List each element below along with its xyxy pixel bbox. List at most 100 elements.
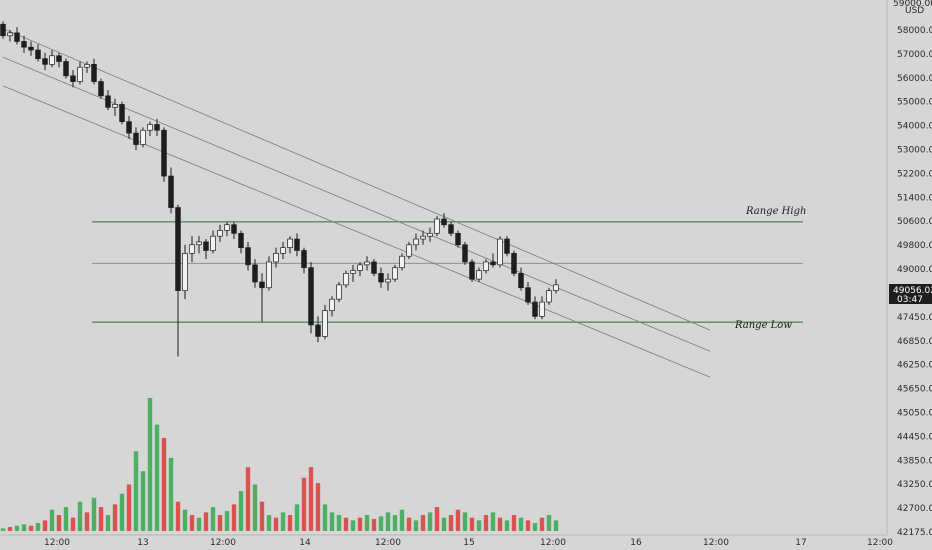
candle — [224, 221, 230, 237]
last-price-countdown: 03:47 — [897, 295, 923, 305]
candle — [525, 282, 531, 305]
candle-body — [518, 273, 524, 289]
channel-trendline[interactable] — [2, 28, 711, 331]
time-tick-label: 12:00 — [44, 538, 70, 548]
candle — [7, 30, 13, 42]
volume-bar — [301, 477, 307, 531]
price-axis[interactable]: 59000.00 USD 58000.00 57000.00 56000.00 550… — [893, 0, 932, 538]
candle-body — [483, 261, 489, 271]
candle-body — [196, 241, 202, 246]
candle-body — [252, 264, 258, 283]
candle-body — [315, 324, 321, 337]
candle-body — [210, 235, 216, 251]
range-low-label: Range Low — [734, 320, 792, 331]
candle — [483, 259, 489, 274]
candle-body — [441, 218, 447, 226]
volume-bar — [147, 398, 153, 531]
candle-body — [105, 95, 111, 108]
candle — [308, 261, 314, 334]
candle-body — [350, 270, 356, 274]
candle — [147, 121, 153, 136]
candle — [455, 230, 461, 248]
price-tick-label: 42175.00 — [897, 528, 932, 538]
volume-bar — [21, 524, 27, 531]
candle-body — [308, 267, 314, 326]
time-axis[interactable]: 12:00 13 12:00 14 12:00 15 12:00 16 12:00 17 12:00 — [44, 538, 893, 548]
candle — [231, 221, 237, 240]
price-tick-label: 46850.00 — [897, 337, 932, 347]
time-tick-label: 16 — [630, 538, 642, 548]
candle — [168, 167, 174, 214]
volume-bar — [497, 517, 503, 531]
volume-bar — [280, 512, 286, 531]
volume-bar — [294, 504, 300, 531]
candle-body — [301, 250, 307, 269]
candle-body — [553, 284, 559, 291]
candle-body — [28, 46, 34, 51]
candle — [329, 296, 335, 317]
volume-bar — [413, 520, 419, 531]
candle-body — [14, 32, 20, 42]
candle-body — [182, 253, 188, 291]
candle-body — [147, 124, 153, 131]
candle — [497, 236, 503, 268]
volume-bar — [490, 512, 496, 531]
price-tick-label: 43250.00 — [897, 480, 932, 490]
volume-bar — [518, 517, 524, 531]
candle-body — [490, 261, 496, 266]
volume-bar — [140, 471, 146, 531]
candle-body — [462, 244, 468, 263]
price-tick-label: 54000.00 — [897, 122, 932, 132]
candle-body — [56, 55, 62, 62]
candle — [182, 244, 188, 300]
candle-body — [322, 310, 328, 337]
volume-bar — [546, 515, 552, 531]
volume-bar — [434, 507, 440, 531]
volume-bar — [350, 520, 356, 531]
candle — [140, 127, 146, 148]
candle — [539, 296, 545, 320]
time-tick-label: 17 — [795, 538, 806, 548]
candle — [217, 224, 223, 242]
channel-trendline[interactable] — [2, 85, 711, 378]
price-tick-label: 50600.00 — [897, 217, 932, 227]
price-tick-label: 56000.00 — [897, 74, 932, 84]
candle — [469, 259, 475, 282]
volume-bar — [378, 516, 384, 531]
price-tick-label: 46250.00 — [897, 361, 932, 371]
range-high-label: Range High — [745, 206, 806, 217]
candle — [371, 259, 377, 277]
volume-bar — [399, 509, 405, 531]
candle — [378, 267, 384, 288]
horizontal-levels — [92, 221, 803, 323]
time-tick-label: 13 — [137, 538, 148, 548]
candle — [511, 250, 517, 277]
volume-bar — [476, 520, 482, 531]
candle — [553, 279, 559, 294]
candle-body — [0, 23, 6, 37]
price-tick-label: 58000.00 — [897, 26, 932, 36]
candle-body — [273, 253, 279, 263]
volume-bar — [315, 483, 321, 531]
candle-body — [49, 55, 55, 65]
candle — [238, 230, 244, 254]
candle — [294, 233, 300, 257]
candle-body — [203, 241, 209, 251]
candle-body — [231, 224, 237, 234]
candle — [441, 213, 447, 228]
time-tick-label: 12:00 — [703, 538, 729, 548]
candle-body — [294, 238, 300, 251]
price-tick-label: 55000.00 — [897, 98, 932, 108]
volume-bar — [259, 501, 265, 531]
volume-bar — [504, 520, 510, 531]
candle — [518, 267, 524, 291]
candle-body — [7, 32, 13, 37]
candle-body — [406, 244, 412, 257]
candle — [189, 236, 195, 262]
volume-bar — [126, 484, 132, 531]
volume-bar — [266, 515, 272, 531]
candle-body — [77, 66, 83, 82]
time-tick-label: 12:00 — [867, 538, 893, 548]
volume-bar — [322, 504, 328, 531]
